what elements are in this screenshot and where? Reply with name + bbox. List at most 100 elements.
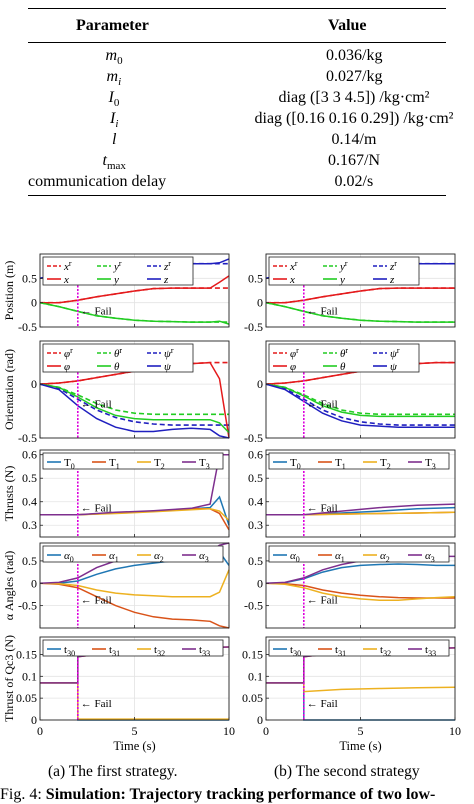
- fail-label: ← Fail: [81, 595, 112, 607]
- legend-label: φr: [290, 346, 299, 360]
- legend-label: t31: [335, 644, 346, 658]
- y-tick-label: 0: [31, 713, 37, 727]
- legend-box: [42, 256, 194, 286]
- legend-label: φr: [64, 346, 73, 360]
- param-name: m0: [105, 47, 123, 68]
- legend-label: t31: [109, 644, 120, 658]
- y-tick-label: 0.5: [248, 471, 263, 485]
- y-tick-label: -0.5: [244, 599, 263, 613]
- series-line-r: [265, 383, 455, 426]
- legend-box: [268, 343, 420, 373]
- legend-label: φ: [290, 361, 296, 373]
- x-axis-label: Time (s): [339, 739, 381, 753]
- x-axis-label: Time (s): [113, 739, 155, 753]
- series-line-T3: [266, 503, 456, 516]
- table-bottom-rule: [28, 195, 446, 197]
- legend-label: z: [163, 274, 169, 286]
- legend-label: T1: [109, 457, 120, 471]
- y-tick-label: 0.05: [242, 691, 263, 705]
- legend-label: T3: [425, 457, 436, 471]
- legend-label: z: [389, 274, 395, 286]
- chart-panel-first-position: ← Fail -0.5 0 0.5 Position (m) xr yr zr x y z: [2, 253, 230, 334]
- legend-label: t32: [380, 644, 391, 658]
- series-line-x: [40, 275, 230, 304]
- legend-label: t30: [64, 644, 75, 658]
- chart-panel-second-qc3: ← Fail 0 0.05 0.1 0.15 0 5 10 Time (s) t30 t31 t32 t…: [242, 636, 461, 753]
- y-tick-label: 0.3: [22, 518, 37, 532]
- table-row: Ii diag ([0.16 0.16 0.29]) /kg·cm²: [28, 109, 453, 131]
- legend-label: y: [113, 274, 119, 286]
- y-tick-label: 0: [257, 377, 263, 391]
- legend-label: α1: [335, 550, 345, 564]
- legend-label: ψr: [390, 346, 400, 360]
- series-line-y: [39, 301, 230, 325]
- table-top-rule: [28, 8, 446, 10]
- x-tick-label: 10: [223, 724, 235, 738]
- y-tick-label: 0: [257, 713, 263, 727]
- chart-panel-second-position: ← Fail -0.5 0 0.5 xr yr zr x y z: [244, 253, 456, 334]
- y-axis-label: Position (m): [2, 261, 16, 321]
- legend-label: zr: [389, 259, 397, 273]
- x-tick-label: 0: [37, 724, 43, 738]
- fail-label: ← Fail: [81, 399, 112, 411]
- chart-panel-second-thrusts: ← Fail 0.3 0.4 0.5 0.6 T0 T1 T2 T3: [248, 448, 456, 538]
- chart-panel-first-qc3: ← Fail 0 0.05 0.1 0.15 0 5 10 Time (s) Thrust of …: [2, 635, 235, 753]
- figure-caption: Fig. 4: Simulation: Trajectory tracking …: [0, 786, 435, 804]
- legend-label: xr: [289, 259, 298, 273]
- param-value: 0.14/m: [331, 131, 377, 148]
- param-name: Ii: [110, 110, 119, 131]
- fail-label: ← Fail: [307, 595, 338, 607]
- legend-label: T0: [64, 457, 75, 471]
- param-name: communication delay: [28, 173, 167, 190]
- legend-box: [42, 639, 224, 657]
- legend-label: t32: [154, 644, 165, 658]
- chart-panel-first-thrusts: ← Fail 0.3 0.4 0.5 0.6 Thrusts (N) T0 T1 T2 T3: [2, 448, 230, 538]
- table-row: m0 0.036/kg: [28, 46, 446, 67]
- y-tick-label: -0.5: [18, 599, 37, 613]
- table-row: communication delay 0.02/s: [28, 172, 446, 193]
- y-axis-label: Thrusts (N): [2, 466, 16, 522]
- y-tick-label: -0.5: [244, 431, 263, 445]
- legend-label: α3: [199, 550, 209, 564]
- y-tick-label: 0: [31, 377, 37, 391]
- legend-label: θ: [114, 361, 120, 373]
- y-tick-label: 0.05: [16, 691, 37, 705]
- chart-panel-second-alpha: ← Fail -0.5 0 0.5 α0 α1 α2 α3: [244, 542, 456, 629]
- table-row: I0 diag ([3 3 4.5]) /kg·cm²: [28, 88, 446, 109]
- y-axis-label: α Angles (rad): [2, 551, 16, 621]
- y-tick-label: -0.5: [18, 431, 37, 445]
- legend-label: t33: [425, 644, 436, 658]
- y-tick-label: 0.5: [22, 471, 37, 485]
- legend-label: T1: [335, 457, 346, 471]
- param-value: 0.036/kg: [326, 47, 383, 64]
- series-line-2: [39, 569, 230, 598]
- param-value: diag ([3 3 4.5]) /kg·cm²: [278, 89, 430, 106]
- legend-label: α1: [109, 550, 119, 564]
- y-tick-label: 0.15: [16, 647, 37, 661]
- y-tick-label: 0.5: [248, 271, 263, 285]
- legend-box: [268, 639, 450, 657]
- legend-label: T2: [154, 457, 165, 471]
- legend-label: y: [339, 274, 345, 286]
- param-name: l: [112, 131, 117, 148]
- legend-box: [268, 545, 450, 563]
- caption-second-strategy: (b) The second strategy: [274, 763, 420, 780]
- chart-panel-first-orientation: ← Fail -0.5 0 Orientation (rad) φr θr ψr φ θ ψ: [2, 340, 230, 445]
- header-value: Value: [328, 17, 367, 34]
- fail-label: ← Fail: [81, 503, 112, 515]
- legend-label: α2: [154, 550, 164, 564]
- legend-label: θr: [114, 346, 122, 360]
- legend-box: [42, 343, 194, 373]
- legend-label: yr: [113, 259, 122, 273]
- legend-label: x: [289, 274, 295, 286]
- y-tick-label: 0.1: [248, 669, 263, 683]
- x-tick-label: 5: [358, 724, 364, 738]
- param-value: 0.167/N: [328, 152, 380, 169]
- y-tick-label: 0.1: [22, 669, 37, 683]
- x-tick-label: 10: [449, 724, 461, 738]
- y-tick-label: 0: [257, 296, 263, 310]
- series-line-r: [39, 383, 229, 416]
- x-tick-label: 5: [132, 724, 138, 738]
- caption-first-strategy: (a) The first strategy.: [48, 763, 178, 780]
- series-line-y: [265, 301, 455, 323]
